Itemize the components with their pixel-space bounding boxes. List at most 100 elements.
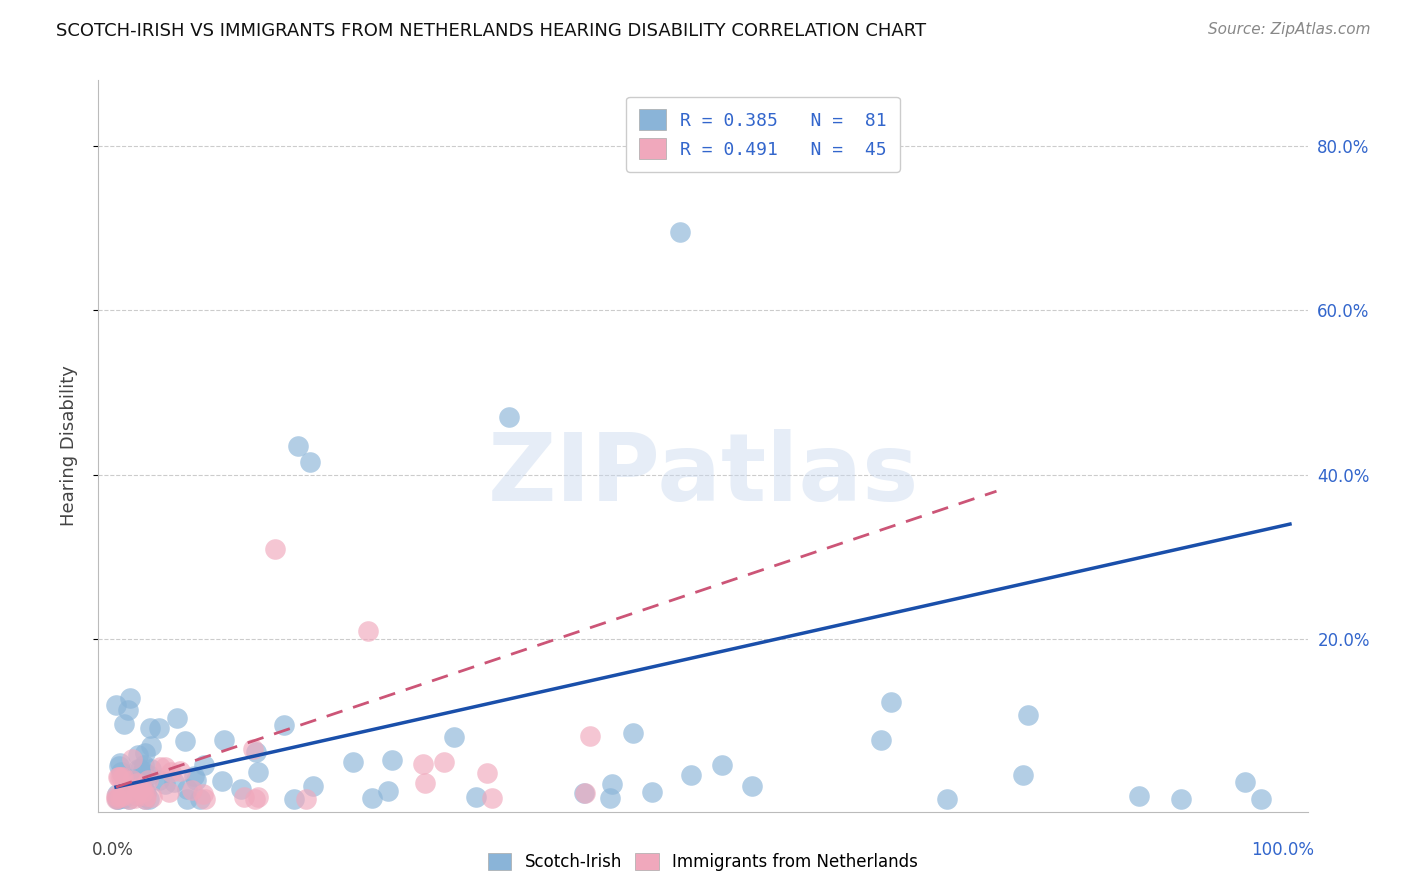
Point xyxy=(245,745,267,759)
Point xyxy=(183,769,205,783)
Point xyxy=(121,772,143,787)
Point xyxy=(247,790,270,805)
Point xyxy=(229,781,252,796)
Text: 0.0%: 0.0% xyxy=(93,841,134,859)
Point xyxy=(136,772,159,787)
Point xyxy=(105,791,128,805)
Point xyxy=(125,788,148,802)
Point xyxy=(243,792,266,806)
Point xyxy=(135,786,157,800)
Point xyxy=(105,792,128,806)
Point xyxy=(741,779,763,793)
Point xyxy=(361,790,384,805)
Point xyxy=(134,792,156,806)
Point xyxy=(105,792,128,806)
Point xyxy=(107,792,129,806)
Point xyxy=(412,757,434,772)
Point xyxy=(413,776,436,790)
Point xyxy=(120,690,142,705)
Point xyxy=(132,785,155,799)
Point xyxy=(481,791,503,805)
Point xyxy=(122,773,145,788)
Point xyxy=(134,792,156,806)
Point xyxy=(111,789,134,803)
Point xyxy=(112,791,135,805)
Point xyxy=(298,455,321,469)
Point xyxy=(180,783,202,797)
Point xyxy=(112,770,135,784)
Point xyxy=(138,768,160,782)
Point xyxy=(120,779,142,793)
Point xyxy=(148,722,170,736)
Legend: R = 0.385   N =  81, R = 0.491   N =  45: R = 0.385 N = 81, R = 0.491 N = 45 xyxy=(626,96,900,172)
Point xyxy=(139,721,162,735)
Point xyxy=(880,695,903,709)
Point xyxy=(124,791,146,805)
Point xyxy=(377,784,399,798)
Point xyxy=(600,776,623,790)
Point xyxy=(191,788,214,802)
Point xyxy=(246,765,269,780)
Point xyxy=(936,792,959,806)
Point xyxy=(302,779,325,793)
Text: SCOTCH-IRISH VS IMMIGRANTS FROM NETHERLANDS HEARING DISABILITY CORRELATION CHART: SCOTCH-IRISH VS IMMIGRANTS FROM NETHERLA… xyxy=(56,22,927,40)
Point xyxy=(477,766,499,780)
Point xyxy=(153,759,176,773)
Point xyxy=(131,780,153,795)
Point xyxy=(128,783,150,797)
Point xyxy=(681,767,703,781)
Point xyxy=(357,624,380,638)
Text: 100.0%: 100.0% xyxy=(1250,841,1313,859)
Point xyxy=(498,410,520,425)
Point xyxy=(132,789,155,804)
Point xyxy=(381,754,404,768)
Point xyxy=(117,703,139,717)
Point xyxy=(464,790,486,805)
Point xyxy=(105,698,128,712)
Point xyxy=(163,774,186,789)
Point xyxy=(1234,775,1257,789)
Point xyxy=(1250,792,1272,806)
Point xyxy=(1170,792,1192,806)
Point xyxy=(110,790,132,805)
Point xyxy=(107,759,129,773)
Point xyxy=(132,758,155,772)
Point xyxy=(134,747,156,761)
Point xyxy=(118,792,141,806)
Point xyxy=(107,770,129,784)
Point xyxy=(108,756,131,770)
Point xyxy=(127,781,149,796)
Point xyxy=(263,541,285,556)
Point xyxy=(110,765,132,780)
Point xyxy=(176,782,198,797)
Point xyxy=(599,791,621,805)
Point xyxy=(295,792,318,806)
Point xyxy=(114,776,136,790)
Point xyxy=(433,755,456,769)
Point xyxy=(157,785,180,799)
Point xyxy=(211,774,233,789)
Text: Source: ZipAtlas.com: Source: ZipAtlas.com xyxy=(1208,22,1371,37)
Point xyxy=(155,777,177,791)
Point xyxy=(121,751,143,765)
Point xyxy=(132,764,155,778)
Point xyxy=(127,776,149,790)
Point xyxy=(112,717,135,731)
Point xyxy=(129,762,152,776)
Point xyxy=(287,439,309,453)
Point xyxy=(105,787,128,801)
Point xyxy=(1017,708,1039,723)
Point xyxy=(169,764,191,779)
Point xyxy=(342,755,364,769)
Point xyxy=(166,711,188,725)
Point xyxy=(193,757,215,772)
Point xyxy=(184,772,207,787)
Point xyxy=(711,757,734,772)
Point xyxy=(273,717,295,731)
Point xyxy=(579,730,602,744)
Point xyxy=(105,789,128,804)
Point xyxy=(668,225,690,239)
Point xyxy=(621,726,644,740)
Point xyxy=(107,770,129,784)
Point xyxy=(134,784,156,798)
